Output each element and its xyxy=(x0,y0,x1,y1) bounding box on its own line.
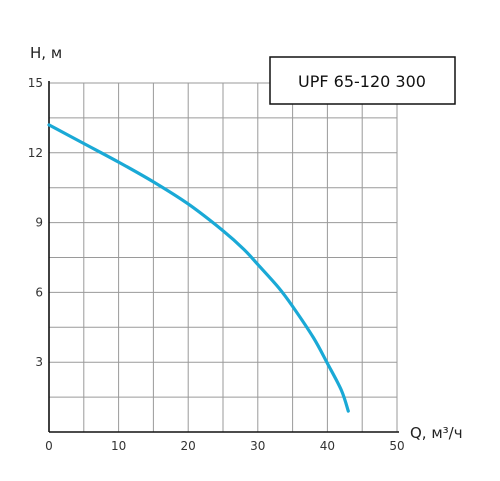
series-layer xyxy=(47,123,350,413)
y-tick-label: 15 xyxy=(28,76,43,90)
x-tick-label: 30 xyxy=(250,439,265,453)
legend-frame xyxy=(269,56,456,105)
x-tick-label: 10 xyxy=(111,439,126,453)
x-axis-title: Q, м³/ч xyxy=(410,424,463,442)
x-tick-label: 40 xyxy=(320,439,335,453)
y-tick-label: 3 xyxy=(35,355,43,369)
x-tick-label: 50 xyxy=(389,439,404,453)
x-tick-label: 20 xyxy=(181,439,196,453)
grid-lines xyxy=(49,82,398,432)
y-tick-label: 9 xyxy=(35,216,43,230)
tick-labels: 0 10 20 30 40 50 3 6 9 12 15 xyxy=(28,76,405,453)
y-axis-title: H, м xyxy=(30,44,62,62)
y-tick-label: 6 xyxy=(35,285,43,299)
y-tick-label: 12 xyxy=(28,146,43,160)
axes xyxy=(48,81,399,433)
series-line xyxy=(47,123,350,413)
legend-series-label: UPF 65-120 300 xyxy=(298,72,426,91)
x-tick-label: 0 xyxy=(45,439,53,453)
legend-box: UPF 65-120 300 xyxy=(269,56,456,105)
